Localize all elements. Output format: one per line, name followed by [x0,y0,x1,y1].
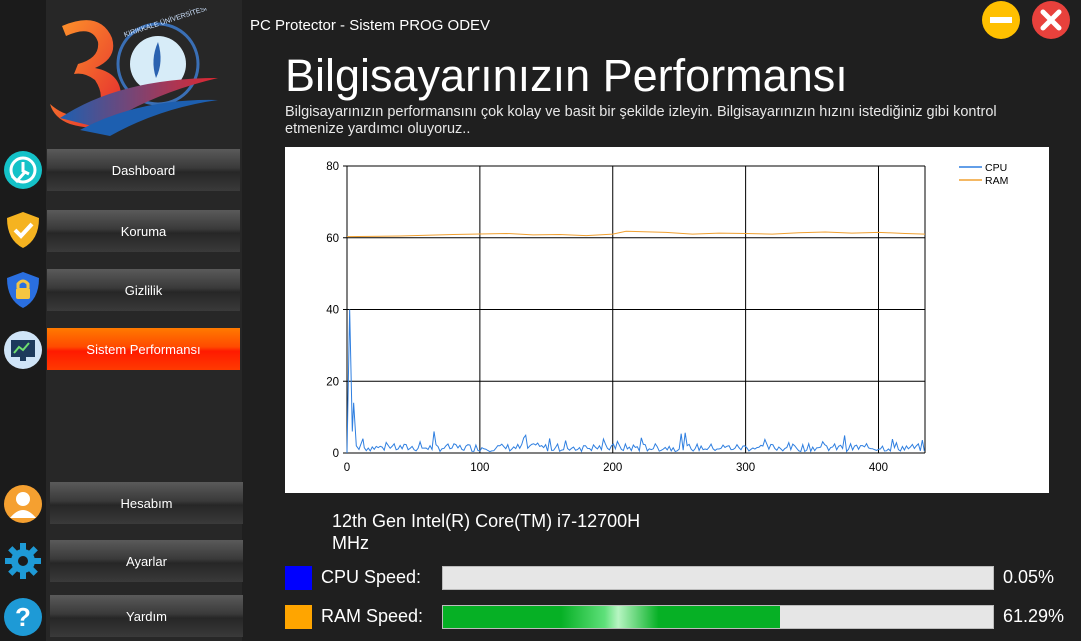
legend-label-ram: RAM [985,175,1008,187]
y-tick-label: 0 [333,448,339,460]
y-tick-label: 20 [326,376,339,388]
cpu-unit: MHz [332,533,369,553]
y-tick-label: 60 [326,233,339,245]
logo-arc-text: KIRIKKALE ÜNİVERSİTESİ [123,8,208,39]
sidebar-item-dashboard[interactable]: Dashboard [47,149,240,191]
help-icon: ? [4,598,42,636]
minimize-icon[interactable] [981,0,1021,40]
y-tick-label: 80 [326,161,339,173]
shield-lock-icon [7,272,39,308]
sidebar-item-koruma[interactable]: Koruma [47,210,240,252]
x-tick-label: 400 [869,462,888,474]
user-avatar-icon [4,485,42,523]
x-tick-label: 200 [603,462,622,474]
ram-speed-label: RAM Speed: [321,606,424,626]
chart-legend: CPU RAM [959,162,1008,187]
university-30-logo: KIRIKKALE ÜNİVERSİTESİ [50,8,218,136]
cpu-speed-swatch [285,566,312,590]
page-description: Bilgisayarınızın performansını çok kolay… [285,104,997,137]
ram-speed-bar-fill [443,606,781,628]
performance-chart: 0 100 200 300 400 0 20 40 60 80 CPU RAM [285,147,1049,493]
cpu-model: 12th Gen Intel(R) Core(TM) i7-12700H [332,511,641,531]
cpu-name: 12th Gen Intel(R) Core(TM) i7-12700H MHz [332,510,640,554]
gear-icon [5,543,41,579]
dashboard-clock-icon [4,151,42,189]
sidebar-item-hesabim[interactable]: Hesabım [50,482,243,524]
cpu-speed-label: CPU Speed: [321,567,422,587]
y-tick-label: 40 [326,305,339,317]
sidebar-item-sistem-performansi[interactable]: Sistem Performansı [47,328,240,370]
ram-speed-bar [442,605,994,629]
sidebar-item-ayarlar[interactable]: Ayarlar [50,540,243,582]
series-line-ram [346,230,926,238]
x-tick-label: 0 [344,462,350,474]
close-icon[interactable] [1031,0,1071,40]
legend-label-cpu: CPU [985,162,1007,174]
icon-strip [0,0,46,641]
sidebar-item-yardim[interactable]: Yardım [50,595,243,637]
app-title: PC Protector - Sistem PROG ODEV [250,17,491,34]
shield-check-icon [7,212,39,248]
sidebar-item-gizlilik[interactable]: Gizlilik [47,269,240,311]
sidebar: KIRIKKALE ÜNİVERSİTESİ [0,0,243,641]
ram-speed-value: 61.29% [1003,606,1065,626]
ram-speed-swatch [285,605,312,629]
x-tick-label: 300 [736,462,755,474]
monitor-chart-icon [4,331,42,369]
svg-text:?: ? [15,602,31,632]
page-title: Bilgisayarınızın Performansı [285,50,848,101]
series-line-cpu [346,309,925,454]
cpu-speed-value: 0.05% [1003,567,1055,587]
x-tick-label: 100 [470,462,489,474]
cpu-speed-bar [442,566,994,590]
